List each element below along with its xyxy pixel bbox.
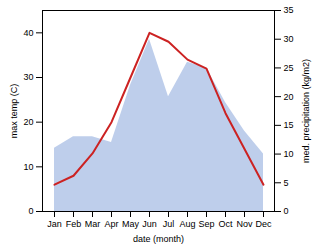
svg-text:Nov: Nov	[236, 219, 253, 229]
svg-text:30: 30	[23, 72, 33, 82]
svg-text:Feb: Feb	[66, 219, 82, 229]
svg-text:Sep: Sep	[198, 219, 214, 229]
svg-text:20: 20	[284, 92, 294, 102]
svg-text:Oct: Oct	[218, 219, 233, 229]
svg-text:35: 35	[284, 5, 294, 15]
svg-text:Dec: Dec	[255, 219, 272, 229]
svg-text:0: 0	[28, 206, 33, 216]
svg-text:10: 10	[23, 162, 33, 172]
svg-text:Apr: Apr	[104, 219, 118, 229]
svg-text:max temp (C): max temp (C)	[9, 84, 19, 139]
svg-text:20: 20	[23, 117, 33, 127]
svg-text:5: 5	[284, 178, 289, 188]
svg-text:med. precipitation (kg/m2): med. precipitation (kg/m2)	[301, 59, 311, 163]
svg-text:date (month): date (month)	[133, 234, 184, 244]
svg-text:0: 0	[284, 206, 289, 216]
svg-text:Aug: Aug	[179, 219, 195, 229]
svg-text:Jun: Jun	[142, 219, 157, 229]
svg-text:Jul: Jul	[163, 219, 175, 229]
svg-text:May: May	[122, 219, 140, 229]
svg-text:40: 40	[23, 28, 33, 38]
svg-text:15: 15	[284, 120, 294, 130]
svg-text:Mar: Mar	[85, 219, 101, 229]
svg-text:10: 10	[284, 149, 294, 159]
svg-text:30: 30	[284, 34, 294, 44]
svg-text:25: 25	[284, 63, 294, 73]
svg-text:Jan: Jan	[47, 219, 62, 229]
